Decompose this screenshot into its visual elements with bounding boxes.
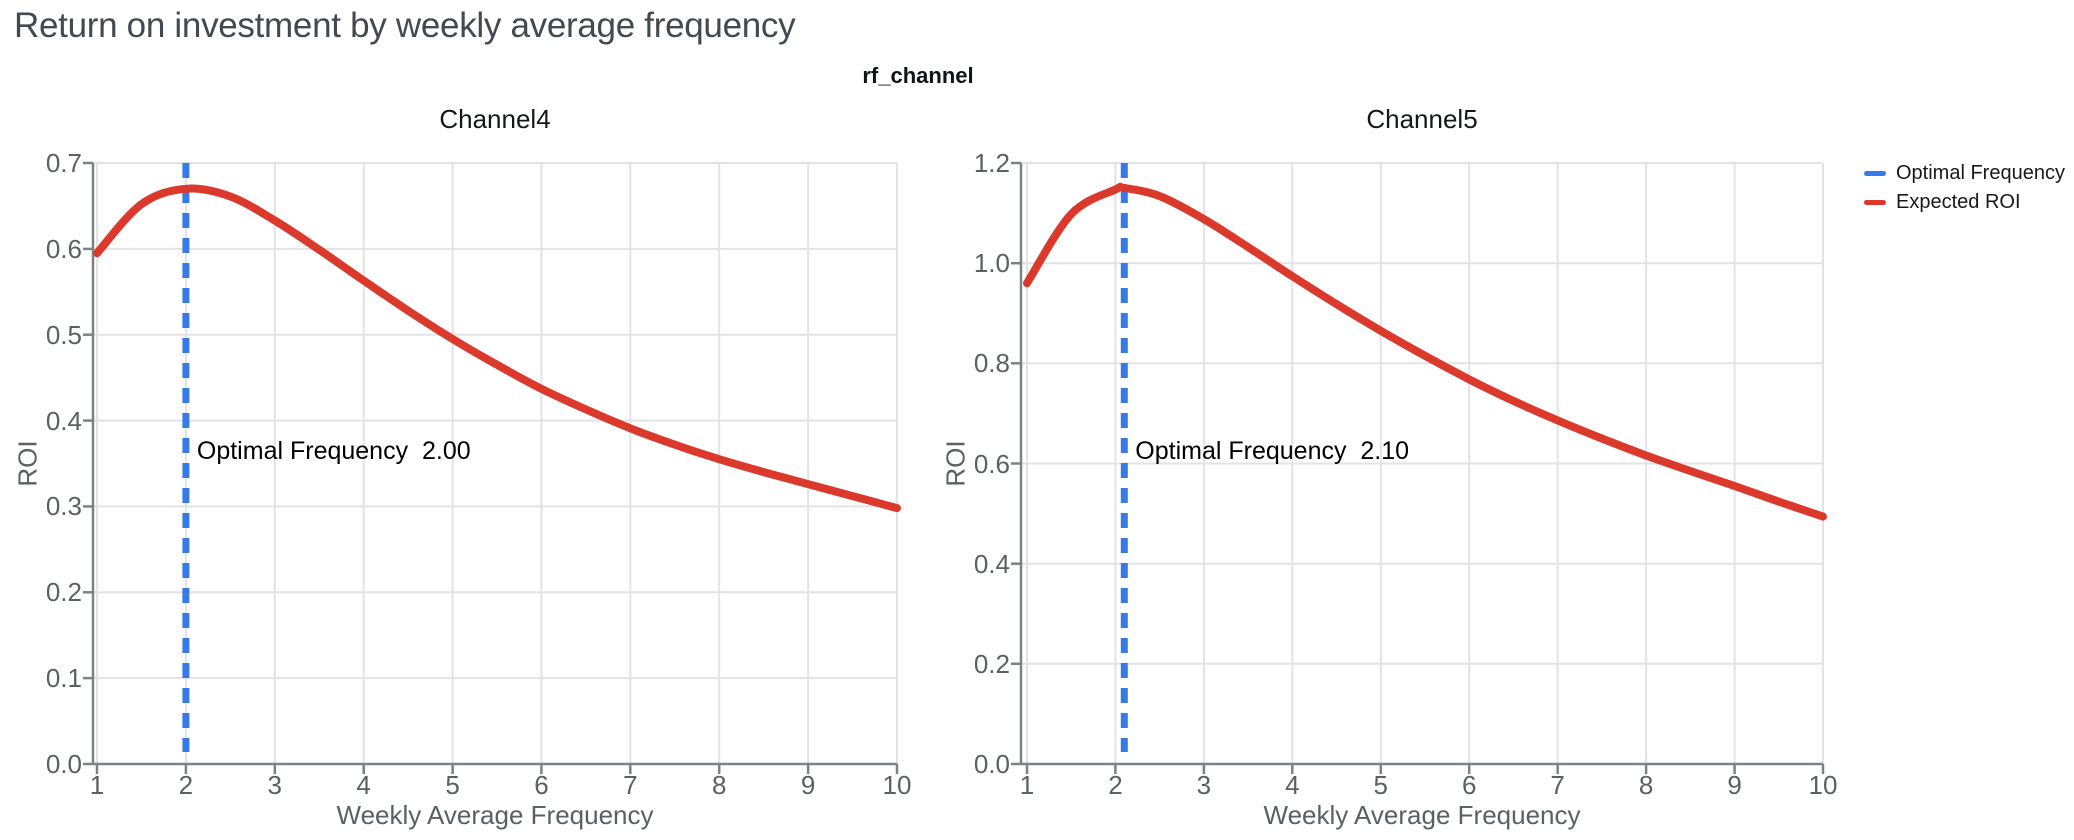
y-tick-label: 0.2 [973,648,1010,679]
x-tick-label: 1 [89,770,105,800]
x-tick-label: 8 [711,770,727,800]
legend-swatch-line-icon [1864,199,1886,205]
subplot-title-channel5: Channel5 [1366,104,1478,134]
y-tick-label: 0.7 [45,148,82,178]
expected-roi-curve [1023,182,1827,521]
x-tick-label: 6 [1461,770,1477,800]
legend: Optimal Frequency Expected ROI [1864,160,2065,215]
legend-label: Expected ROI [1896,190,2021,213]
x-tick-label: 6 [534,770,549,800]
y-tick-label: 0.6 [973,448,1010,479]
x-tick-label: 3 [267,770,282,800]
optimal-frequency-annotation-channel4: Optimal Frequency 2.00 [196,436,471,465]
y-tick-label: 0.0 [45,749,82,779]
x-tick-label: 4 [1285,770,1300,800]
x-tick-label: 2 [1108,770,1123,800]
x-tick-label: 3 [1196,770,1212,800]
y-tick-label: 1.0 [973,248,1010,279]
y-tick-label: 1.2 [973,148,1010,178]
y-tick-label: 0.4 [973,548,1010,579]
y-tick-label: 0.1 [45,663,82,694]
y-tick-label: 0.0 [973,749,1010,779]
x-tick-label: 9 [800,770,816,800]
x-axis-title-channel4: Weekly Average Frequency [336,800,654,830]
x-tick-label: 2 [178,770,194,800]
y-tick-label: 0.6 [45,233,82,264]
y-tick-label: 0.2 [45,577,82,608]
page-title: Return on investment by weekly average f… [14,6,796,45]
x-axis-title-channel5: Weekly Average Frequency [1263,800,1581,830]
y-axis-title-text: ROI [12,439,43,487]
x-tick-label: 1 [1019,770,1035,800]
x-tick-label: 7 [1550,770,1565,800]
y-tick-label: 0.8 [973,348,1010,379]
x-tick-label: 4 [356,770,371,800]
legend-swatch-line-icon [1864,170,1886,176]
optimal-frequency-annotation-channel5: Optimal Frequency 2.10 [1135,436,1410,465]
legend-item-optimal-frequency[interactable]: Optimal Frequency [1864,160,2065,186]
x-tick-label: 10 [882,770,912,800]
legend-item-expected-roi[interactable]: Expected ROI [1864,189,2065,215]
x-tick-label: 7 [623,770,638,800]
x-tick-label: 5 [1373,770,1388,800]
x-tick-label: 9 [1727,770,1742,800]
y-tick-label: 0.5 [45,319,82,350]
x-tick-label: 10 [1808,770,1838,800]
y-tick-label: 0.4 [45,405,82,436]
y-tick-label: 0.3 [45,491,82,522]
subplot-title-channel4: Channel4 [439,104,551,134]
expected-roi-curve [93,184,901,513]
x-tick-label: 8 [1638,770,1654,800]
legend-label: Optimal Frequency [1896,161,2065,184]
facet-title: rf_channel [862,63,974,88]
x-tick-label: 5 [445,770,460,800]
